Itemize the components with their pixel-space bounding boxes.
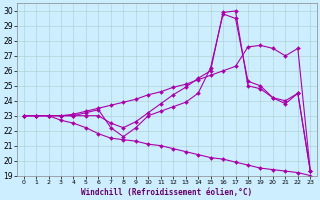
X-axis label: Windchill (Refroidissement éolien,°C): Windchill (Refroidissement éolien,°C) <box>81 188 252 197</box>
